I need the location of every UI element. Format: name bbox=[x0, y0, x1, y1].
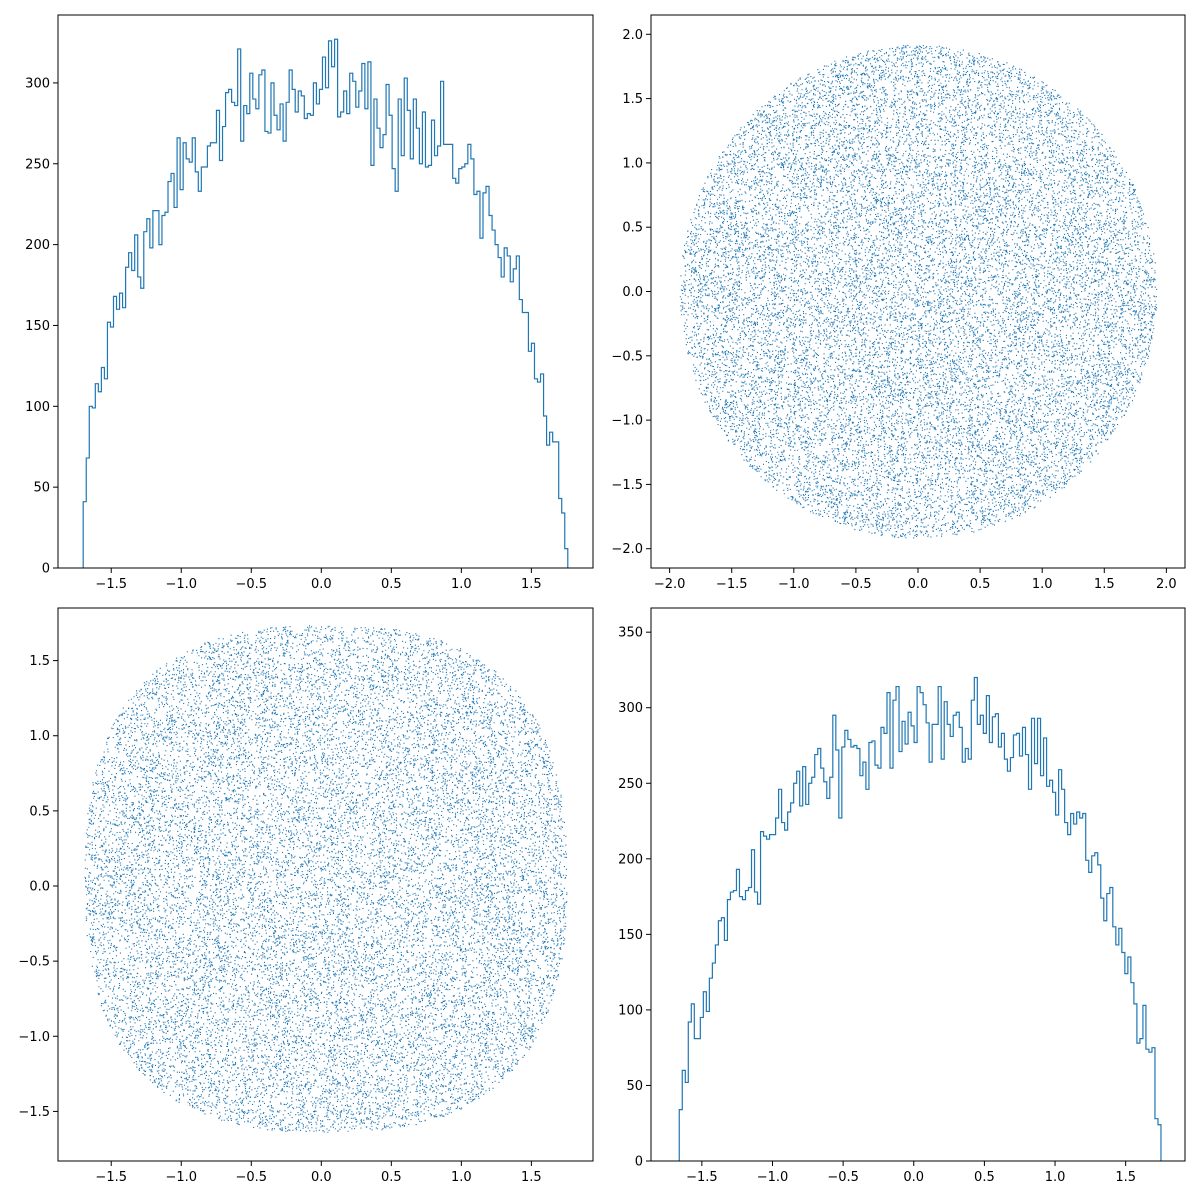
x-tick-label: −0.5 bbox=[235, 577, 267, 592]
x-tick-label: −1.5 bbox=[686, 1170, 718, 1185]
x-tick-label: 0.0 bbox=[311, 577, 332, 592]
x-tick-label: 0.0 bbox=[903, 1170, 924, 1185]
y-tick-label: −1.5 bbox=[611, 478, 643, 493]
y-tick-label: 0.5 bbox=[622, 221, 643, 236]
x-axis-top-left: −1.5 −1.0 −0.5 0.0 0.5 1.0 1.5 bbox=[95, 568, 542, 592]
y-tick-label: 250 bbox=[25, 157, 50, 172]
y-tick-label: −0.5 bbox=[611, 349, 643, 364]
y-tick-label: 1.5 bbox=[622, 92, 643, 107]
y-axis-top-left: 0 50 100 150 200 250 300 bbox=[25, 76, 58, 577]
y-tick-label: 0.5 bbox=[29, 804, 50, 819]
y-tick-label: 0 bbox=[635, 1155, 643, 1170]
x-tick-label: 1.5 bbox=[1115, 1170, 1136, 1185]
scatter-bottom-left: −1.5 −1.0 −0.5 0.0 0.5 1.0 1.5 −1.5 −1.0 −0.5 0.0… bbox=[18, 607, 594, 1185]
y-tick-label: −1.0 bbox=[18, 1030, 50, 1045]
y-tick-label: 250 bbox=[618, 777, 643, 792]
x-tick-label: 1.0 bbox=[1045, 1170, 1066, 1185]
y-tick-label: 200 bbox=[25, 238, 50, 253]
histogram-step-line bbox=[678, 676, 1162, 1161]
x-tick-label: −1.0 bbox=[165, 1170, 197, 1185]
y-tick-label: 0.0 bbox=[622, 285, 643, 300]
x-tick-label: −0.5 bbox=[235, 1170, 267, 1185]
y-tick-label: 1.5 bbox=[29, 654, 50, 669]
histogram-step-path bbox=[82, 38, 569, 568]
y-axis-top-right: −2.0 −1.5 −1.0 −0.5 0.0 0.5 1.0 1.5 2.0 bbox=[611, 28, 651, 557]
x-tick-label: 0.5 bbox=[974, 1170, 995, 1185]
x-axis-top-right: −2.0 −1.5 −1.0 −0.5 0.0 0.5 1.0 1.5 2.0 bbox=[654, 568, 1177, 592]
x-tick-label: −1.0 bbox=[757, 1170, 789, 1185]
y-tick-label: −2.0 bbox=[611, 542, 643, 557]
x-tick-label: 1.5 bbox=[521, 577, 542, 592]
x-tick-label: −1.5 bbox=[716, 577, 748, 592]
x-tick-label: −0.5 bbox=[840, 577, 872, 592]
x-tick-label: 0.0 bbox=[311, 1170, 332, 1185]
scatter-top-right: −2.0 −1.5 −1.0 −0.5 0.0 0.5 1.0 1.5 2.0 −2.0 −1.5… bbox=[611, 14, 1186, 592]
y-tick-label: −1.5 bbox=[18, 1105, 50, 1120]
x-tick-label: 1.0 bbox=[1032, 577, 1053, 592]
x-tick-label: −1.0 bbox=[165, 577, 197, 592]
histogram-step-line bbox=[82, 38, 569, 568]
y-axis-bottom-right: 0 50 100 150 200 250 300 350 bbox=[618, 626, 651, 1170]
y-tick-label: 50 bbox=[626, 1079, 643, 1094]
y-tick-label: 1.0 bbox=[29, 729, 50, 744]
y-tick-label: −1.0 bbox=[611, 414, 643, 429]
y-tick-label: 200 bbox=[618, 852, 643, 867]
histogram-top-left: −1.5 −1.0 −0.5 0.0 0.5 1.0 1.5 0 50 100 150 200 250… bbox=[25, 14, 594, 592]
x-tick-label: 0.5 bbox=[970, 577, 991, 592]
x-tick-label: 1.5 bbox=[521, 1170, 542, 1185]
y-tick-label: 300 bbox=[25, 76, 50, 91]
x-tick-label: 0.5 bbox=[381, 577, 402, 592]
y-tick-label: −0.5 bbox=[18, 955, 50, 970]
axes-frame-bottom-right bbox=[650, 607, 1186, 1162]
x-tick-label: 1.5 bbox=[1094, 577, 1115, 592]
scatter-points-rounded-square bbox=[84, 625, 568, 1133]
x-tick-label: 1.0 bbox=[451, 1170, 472, 1185]
y-tick-label: 100 bbox=[618, 1003, 643, 1018]
y-axis-bottom-left: −1.5 −1.0 −0.5 0.0 0.5 1.0 1.5 bbox=[18, 654, 58, 1120]
y-tick-label: 2.0 bbox=[622, 28, 643, 43]
x-axis-bottom-left: −1.5 −1.0 −0.5 0.0 0.5 1.0 1.5 bbox=[95, 1161, 542, 1185]
x-tick-label: 0.5 bbox=[381, 1170, 402, 1185]
scatter-points bbox=[679, 44, 1158, 539]
x-axis-bottom-right: −1.5 −1.0 −0.5 0.0 0.5 1.0 1.5 bbox=[686, 1161, 1136, 1185]
y-tick-label: 150 bbox=[25, 319, 50, 334]
y-tick-label: 1.0 bbox=[622, 156, 643, 171]
histogram-bottom-right: −1.5 −1.0 −0.5 0.0 0.5 1.0 1.5 0 50 100 150 200 250… bbox=[618, 607, 1186, 1185]
x-tick-label: 2.0 bbox=[1156, 577, 1177, 592]
x-tick-label: 1.0 bbox=[451, 577, 472, 592]
y-tick-label: 350 bbox=[618, 626, 643, 641]
y-tick-label: 50 bbox=[33, 481, 50, 496]
histogram-step-path bbox=[678, 676, 1162, 1161]
x-tick-label: −0.5 bbox=[827, 1170, 859, 1185]
axes-frame-top-left bbox=[57, 14, 594, 569]
y-tick-label: 150 bbox=[618, 928, 643, 943]
y-tick-label: 300 bbox=[618, 701, 643, 716]
x-tick-label: 0.0 bbox=[908, 577, 929, 592]
scatter-points-disk bbox=[679, 44, 1158, 539]
x-tick-label: −1.5 bbox=[95, 1170, 127, 1185]
scatter-points bbox=[84, 625, 568, 1133]
y-tick-label: 100 bbox=[25, 400, 50, 415]
x-tick-label: −1.5 bbox=[95, 577, 127, 592]
y-tick-label: 0.0 bbox=[29, 880, 50, 895]
x-tick-label: −2.0 bbox=[654, 577, 686, 592]
axes-frame-bottom-left bbox=[57, 607, 594, 1162]
y-tick-label: 0 bbox=[42, 562, 50, 577]
x-tick-label: −1.0 bbox=[778, 577, 810, 592]
